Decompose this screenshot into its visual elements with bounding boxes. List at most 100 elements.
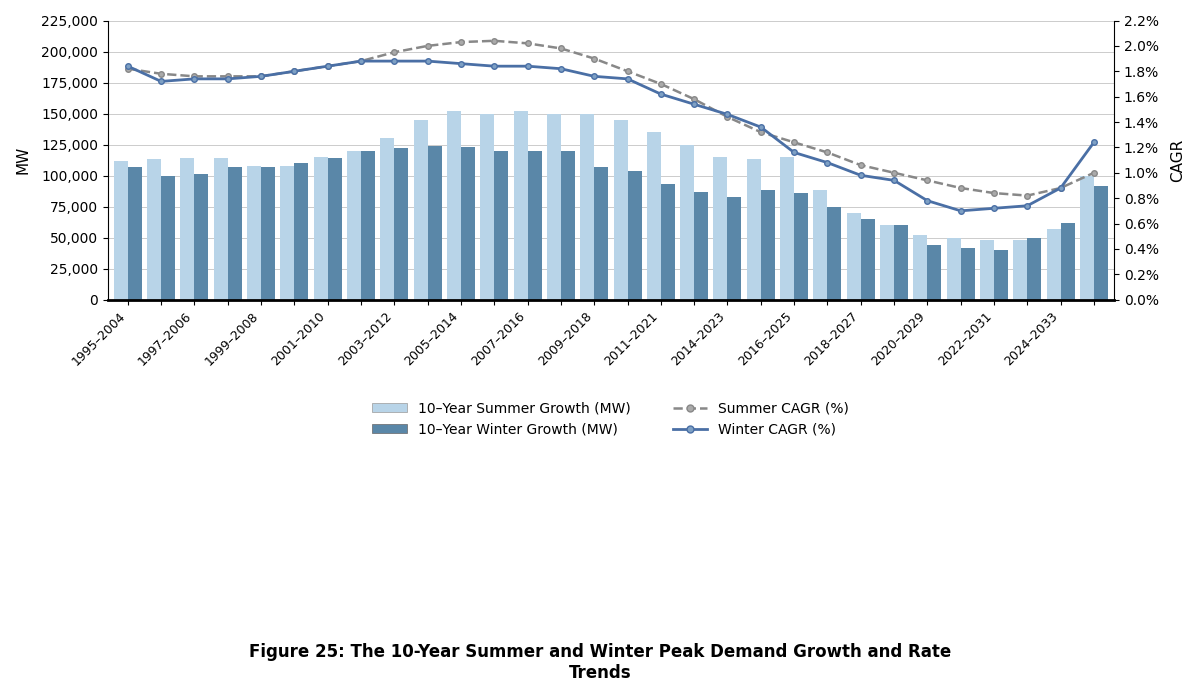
Winter CAGR (%) bbox=[720, 110, 734, 119]
Bar bbox=[427, 146, 442, 300]
Summer CAGR (%) bbox=[154, 70, 168, 78]
Summer CAGR (%) bbox=[686, 95, 701, 103]
Line: Summer CAGR (%): Summer CAGR (%) bbox=[125, 38, 1097, 198]
Bar bbox=[494, 151, 509, 300]
Y-axis label: CAGR: CAGR bbox=[1170, 138, 1186, 182]
Bar bbox=[547, 114, 560, 300]
Summer CAGR (%) bbox=[1020, 192, 1034, 200]
Bar bbox=[894, 225, 908, 300]
Bar bbox=[262, 167, 275, 300]
Summer CAGR (%) bbox=[254, 72, 269, 81]
Summer CAGR (%) bbox=[954, 184, 968, 192]
Winter CAGR (%) bbox=[320, 62, 335, 70]
Bar bbox=[613, 120, 628, 300]
Bar bbox=[1080, 176, 1094, 300]
Bar bbox=[761, 190, 775, 300]
Bar bbox=[746, 159, 761, 300]
Bar bbox=[661, 184, 674, 300]
Summer CAGR (%) bbox=[986, 189, 1001, 197]
Winter CAGR (%) bbox=[454, 59, 468, 68]
Summer CAGR (%) bbox=[720, 113, 734, 121]
Summer CAGR (%) bbox=[454, 38, 468, 46]
Summer CAGR (%) bbox=[420, 42, 434, 50]
Winter CAGR (%) bbox=[388, 57, 402, 65]
Summer CAGR (%) bbox=[221, 72, 235, 81]
Bar bbox=[461, 147, 475, 300]
Winter CAGR (%) bbox=[254, 72, 269, 81]
Summer CAGR (%) bbox=[754, 128, 768, 136]
Bar bbox=[814, 190, 828, 300]
Summer CAGR (%) bbox=[553, 44, 568, 52]
Bar bbox=[581, 114, 594, 300]
Winter CAGR (%) bbox=[521, 62, 535, 70]
Summer CAGR (%) bbox=[821, 148, 835, 156]
Y-axis label: MW: MW bbox=[16, 146, 30, 174]
Bar bbox=[647, 132, 661, 300]
Bar bbox=[194, 174, 209, 300]
Winter CAGR (%) bbox=[1087, 138, 1102, 147]
Bar bbox=[480, 114, 494, 300]
Summer CAGR (%) bbox=[1087, 169, 1102, 177]
Bar bbox=[161, 176, 175, 300]
Winter CAGR (%) bbox=[354, 57, 368, 65]
Summer CAGR (%) bbox=[388, 48, 402, 56]
Bar bbox=[628, 171, 642, 300]
Bar bbox=[214, 158, 228, 300]
Bar bbox=[361, 151, 376, 300]
Winter CAGR (%) bbox=[920, 196, 935, 205]
Winter CAGR (%) bbox=[954, 207, 968, 215]
Bar bbox=[247, 165, 262, 300]
Bar bbox=[828, 207, 841, 300]
Summer CAGR (%) bbox=[654, 80, 668, 88]
Bar bbox=[1027, 238, 1042, 300]
Winter CAGR (%) bbox=[686, 100, 701, 108]
Bar bbox=[994, 250, 1008, 300]
Bar bbox=[148, 159, 161, 300]
Bar bbox=[714, 157, 727, 300]
Winter CAGR (%) bbox=[1054, 184, 1068, 192]
Bar bbox=[594, 167, 608, 300]
Winter CAGR (%) bbox=[154, 77, 168, 85]
Bar bbox=[180, 158, 194, 300]
Summer CAGR (%) bbox=[620, 67, 635, 75]
Summer CAGR (%) bbox=[853, 161, 868, 169]
Winter CAGR (%) bbox=[187, 74, 202, 83]
Bar bbox=[780, 157, 794, 300]
Winter CAGR (%) bbox=[986, 204, 1001, 212]
Winter CAGR (%) bbox=[821, 158, 835, 167]
Summer CAGR (%) bbox=[521, 39, 535, 48]
Winter CAGR (%) bbox=[553, 65, 568, 73]
Bar bbox=[114, 161, 128, 300]
Summer CAGR (%) bbox=[121, 65, 136, 73]
Bar bbox=[380, 138, 395, 300]
Bar bbox=[414, 120, 427, 300]
Bar bbox=[928, 245, 941, 300]
Bar bbox=[727, 196, 742, 300]
Bar bbox=[1094, 185, 1108, 300]
Bar bbox=[794, 193, 808, 300]
Winter CAGR (%) bbox=[654, 90, 668, 99]
Winter CAGR (%) bbox=[221, 74, 235, 83]
Bar bbox=[880, 225, 894, 300]
Winter CAGR (%) bbox=[420, 57, 434, 65]
Winter CAGR (%) bbox=[487, 62, 502, 70]
Bar bbox=[560, 151, 575, 300]
Bar bbox=[514, 111, 528, 300]
Bar bbox=[446, 111, 461, 300]
Bar bbox=[294, 163, 308, 300]
Bar bbox=[847, 213, 860, 300]
Legend: 10–Year Summer Growth (MW), 10–Year Winter Growth (MW), Summer CAGR (%), Winter : 10–Year Summer Growth (MW), 10–Year Wint… bbox=[367, 396, 854, 442]
Line: Winter CAGR (%): Winter CAGR (%) bbox=[125, 59, 1097, 214]
Summer CAGR (%) bbox=[587, 54, 601, 63]
Bar bbox=[913, 235, 928, 300]
Bar bbox=[395, 148, 408, 300]
Winter CAGR (%) bbox=[287, 67, 301, 75]
Winter CAGR (%) bbox=[887, 176, 901, 185]
Summer CAGR (%) bbox=[187, 72, 202, 81]
Winter CAGR (%) bbox=[587, 72, 601, 81]
Bar bbox=[528, 151, 541, 300]
Summer CAGR (%) bbox=[354, 57, 368, 65]
Bar bbox=[860, 219, 875, 300]
Bar bbox=[1061, 223, 1075, 300]
Bar bbox=[313, 157, 328, 300]
